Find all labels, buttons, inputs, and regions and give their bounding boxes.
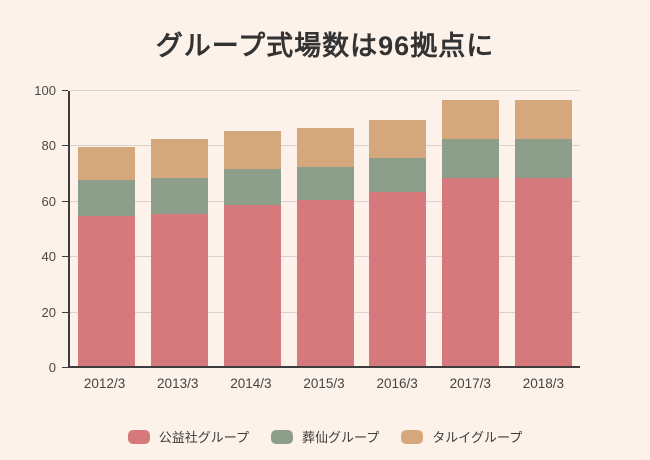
bar-segment-タルイグループ-2015/3 <box>296 127 354 167</box>
bar-segment-タルイグループ-2016/3 <box>369 119 427 159</box>
legend-item-葬仙グループ: 葬仙グループ <box>271 427 379 446</box>
bar-segment-タルイグループ-2012/3 <box>77 147 135 181</box>
legend-label-公益社グループ: 公益社グループ <box>158 430 250 445</box>
x-label-2012/3: 2012/3 <box>83 376 126 391</box>
gridline-100 <box>70 90 580 91</box>
bar-segment-公益社グループ-2016/3 <box>369 191 427 366</box>
legend-item-タルイグループ: タルイグループ <box>401 427 522 446</box>
bar-segment-公益社グループ-2015/3 <box>296 199 354 366</box>
y-tick-60 <box>62 200 68 202</box>
bar-2018/3 <box>507 91 580 366</box>
bar-segment-葬仙グループ-2017/3 <box>442 138 500 178</box>
legend-item-公益社グループ: 公益社グループ <box>127 427 250 446</box>
x-label-2018/3: 2018/3 <box>522 376 565 391</box>
y-tick-label-100: 100 <box>34 83 56 98</box>
legend-swatch-葬仙グループ <box>271 429 294 444</box>
bar-segment-公益社グループ-2018/3 <box>515 177 573 366</box>
x-label-2017/3: 2017/3 <box>449 376 491 391</box>
bar-segment-公益社グループ-2017/3 <box>442 177 500 366</box>
y-tick-80 <box>62 145 68 147</box>
bar-segment-葬仙グループ-2012/3 <box>77 180 135 217</box>
chart-title: グループ式場数は96拠点に <box>155 31 495 61</box>
bar-segment-葬仙グループ-2014/3 <box>223 169 281 206</box>
bar-segment-公益社グループ-2014/3 <box>223 205 281 366</box>
y-tick-label-60: 60 <box>41 193 56 209</box>
legend-swatch-公益社グループ <box>127 429 150 444</box>
x-label-2013/3: 2013/3 <box>157 376 199 391</box>
bar-segment-公益社グループ-2013/3 <box>150 213 208 366</box>
x-label-2014/3: 2014/3 <box>230 376 272 391</box>
y-tick-label-80: 80 <box>41 138 56 154</box>
y-tick-label-40: 40 <box>41 249 56 265</box>
bars-layer <box>70 91 580 366</box>
bar-2014/3 <box>216 91 289 366</box>
bar-segment-葬仙グループ-2016/3 <box>369 158 427 192</box>
y-tick-label-20: 20 <box>41 304 56 320</box>
x-label-2015/3: 2015/3 <box>303 376 345 391</box>
plot-area <box>62 90 580 368</box>
y-tick-0 <box>62 367 68 368</box>
x-label-2016/3: 2016/3 <box>376 376 418 391</box>
x-axis-labels: 2012/3 2013/3 2014/3 2015/3 2016/3 2017/3 2018… <box>68 376 580 391</box>
chart-legend: 公益社グループ 葬仙グループ タルイグループ <box>0 427 650 446</box>
bar-segment-タルイグループ-2018/3 <box>515 100 573 139</box>
bar-2017/3 <box>434 91 507 366</box>
bar-2012/3 <box>70 91 143 366</box>
bar-segment-葬仙グループ-2013/3 <box>150 177 208 214</box>
bar-segment-タルイグループ-2013/3 <box>150 138 208 178</box>
legend-swatch-タルイグループ <box>401 429 424 444</box>
y-tick-40 <box>62 256 68 258</box>
legend-label-タルイグループ: タルイグループ <box>432 430 523 445</box>
bar-2013/3 <box>143 91 216 366</box>
bar-segment-公益社グループ-2012/3 <box>77 216 135 366</box>
y-tick-100 <box>62 90 68 91</box>
bar-segment-葬仙グループ-2015/3 <box>296 166 354 200</box>
y-tick-label-0: 0 <box>48 360 56 375</box>
bar-segment-葬仙グループ-2018/3 <box>515 138 573 178</box>
bar-segment-タルイグループ-2017/3 <box>442 100 500 139</box>
bar-2015/3 <box>289 91 362 366</box>
legend-label-葬仙グループ: 葬仙グループ <box>302 430 380 445</box>
bar-2016/3 <box>361 91 434 366</box>
y-tick-20 <box>62 311 68 313</box>
bar-segment-タルイグループ-2014/3 <box>223 130 281 170</box>
